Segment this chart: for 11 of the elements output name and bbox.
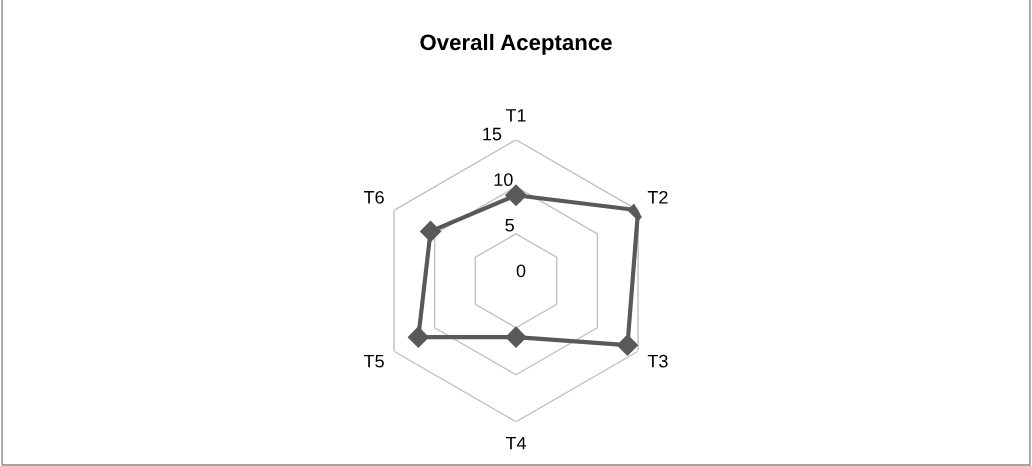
y-tick-label: 15	[483, 127, 502, 141]
y-tick-label: 10	[494, 173, 513, 187]
spoke-label: T2	[647, 190, 668, 204]
y-tick-label: 0	[516, 264, 526, 278]
spoke-label: T1	[505, 109, 526, 122]
chart-title: Overall Aceptance	[420, 33, 612, 55]
spoke-label: T4	[505, 436, 527, 450]
y-tick-label: 5	[505, 219, 514, 232]
spoke-label: T5	[363, 354, 384, 368]
spoke-label: T3	[647, 354, 668, 368]
spoke-label: T6	[363, 190, 384, 204]
